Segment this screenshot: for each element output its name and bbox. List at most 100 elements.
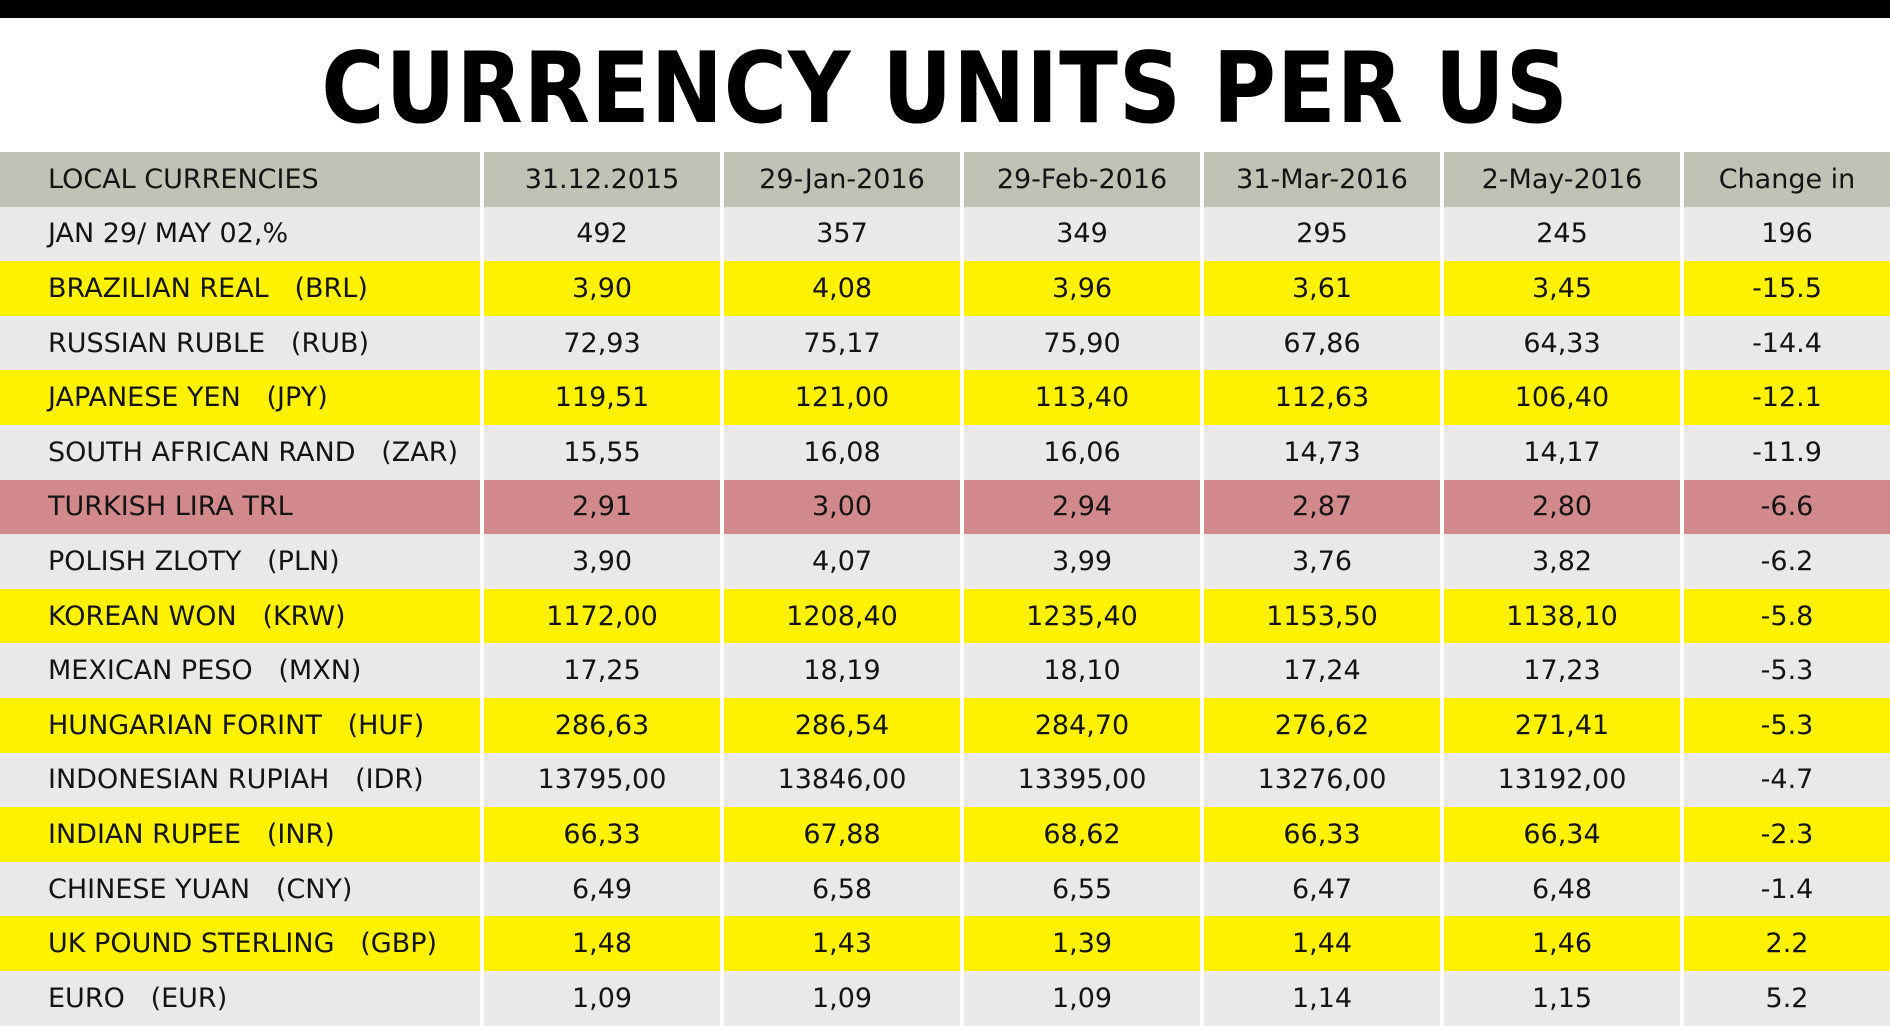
- value-cell: 17,25: [482, 643, 724, 698]
- column-header-label: LOCAL CURRENCIES: [0, 152, 484, 207]
- column-header: 29-Jan-2016: [722, 152, 964, 207]
- value-cell: 2,91: [482, 479, 724, 535]
- currency-table: LOCAL CURRENCIES 31.12.2015 29-Jan-2016 29-…: [0, 152, 1890, 1026]
- value-cell: 2,94: [962, 479, 1204, 535]
- value-cell: 284,70: [962, 697, 1204, 753]
- value-cell: 17,24: [1202, 643, 1444, 698]
- table-row: POLISH ZLOTY (PLN) 3,90 4,07 3,99 3,76 3,82 -6…: [0, 534, 1890, 589]
- change-cell: -5.3: [1682, 643, 1890, 698]
- value-cell: 16,08: [722, 424, 964, 480]
- change-cell: -6.2: [1682, 534, 1890, 589]
- value-cell: 75,90: [962, 315, 1204, 371]
- change-cell: 5.2: [1682, 970, 1890, 1026]
- row-label: BRAZILIAN REAL (BRL): [0, 261, 484, 316]
- value-cell: 276,62: [1202, 697, 1444, 753]
- row-label: RUSSIAN RUBLE (RUB): [0, 315, 484, 371]
- change-cell: -11.9: [1682, 424, 1890, 480]
- table-row: HUNGARIAN FORINT (HUF) 286,63 286,54 284,70…: [0, 697, 1890, 753]
- table-row: MEXICAN PESO (MXN) 17,25 18,19 18,10 17,24 17…: [0, 643, 1890, 698]
- value-cell: 349: [962, 206, 1204, 262]
- row-label: POLISH ZLOTY (PLN): [0, 534, 484, 589]
- column-header: 31-Mar-2016: [1202, 152, 1444, 207]
- value-cell: 1235,40: [962, 588, 1204, 644]
- value-cell: 1,39: [962, 916, 1204, 971]
- row-label: INDIAN RUPEE (INR): [0, 807, 484, 862]
- table-body: JAN 29/ MAY 02,% 492 357 349 295 245 196 BRAZIL…: [0, 206, 1890, 1026]
- value-cell: 1,46: [1442, 916, 1684, 971]
- column-header: 31.12.2015: [482, 152, 724, 207]
- value-cell: 67,86: [1202, 315, 1444, 371]
- table-row: EURO (EUR) 1,09 1,09 1,09 1,14 1,15 5.2: [0, 970, 1890, 1026]
- value-cell: 18,10: [962, 643, 1204, 698]
- value-cell: 16,06: [962, 424, 1204, 480]
- change-cell: -12.1: [1682, 370, 1890, 425]
- value-cell: 119,51: [482, 370, 724, 425]
- value-cell: 1153,50: [1202, 588, 1444, 644]
- row-label: UK POUND STERLING (GBP): [0, 916, 484, 971]
- value-cell: 1,48: [482, 916, 724, 971]
- value-cell: 1,14: [1202, 970, 1444, 1026]
- value-cell: 6,49: [482, 861, 724, 917]
- value-cell: 3,61: [1202, 261, 1444, 316]
- value-cell: 66,33: [482, 807, 724, 862]
- change-cell: -6.6: [1682, 479, 1890, 535]
- value-cell: 113,40: [962, 370, 1204, 425]
- value-cell: 3,45: [1442, 261, 1684, 316]
- value-cell: 72,93: [482, 315, 724, 371]
- change-cell: -14.4: [1682, 315, 1890, 371]
- value-cell: 6,58: [722, 861, 964, 917]
- change-cell: 196: [1682, 206, 1890, 262]
- table-row: INDONESIAN RUPIAH (IDR) 13795,00 13846,00 1…: [0, 752, 1890, 808]
- value-cell: 357: [722, 206, 964, 262]
- value-cell: 17,23: [1442, 643, 1684, 698]
- value-cell: 1208,40: [722, 588, 964, 644]
- change-cell: -4.7: [1682, 752, 1890, 808]
- value-cell: 4,07: [722, 534, 964, 589]
- column-header: 29-Feb-2016: [962, 152, 1204, 207]
- change-cell: -5.3: [1682, 697, 1890, 753]
- value-cell: 1,09: [722, 970, 964, 1026]
- table-row: CHINESE YUAN (CNY) 6,49 6,58 6,55 6,47 6,48 -1…: [0, 861, 1890, 917]
- table-row: INDIAN RUPEE (INR) 66,33 67,88 68,62 66,33 66…: [0, 807, 1890, 862]
- value-cell: 6,48: [1442, 861, 1684, 917]
- change-cell: -1.4: [1682, 861, 1890, 917]
- table-row: BRAZILIAN REAL (BRL) 3,90 4,08 3,96 3,61 3,45…: [0, 261, 1890, 316]
- value-cell: 13846,00: [722, 752, 964, 808]
- table-row: SOUTH AFRICAN RAND (ZAR) 15,55 16,08 16,06 1…: [0, 424, 1890, 480]
- change-cell: -15.5: [1682, 261, 1890, 316]
- value-cell: 245: [1442, 206, 1684, 262]
- row-label: JAN 29/ MAY 02,%: [0, 206, 484, 262]
- value-cell: 3,82: [1442, 534, 1684, 589]
- value-cell: 15,55: [482, 424, 724, 480]
- table-row: JAN 29/ MAY 02,% 492 357 349 295 245 196: [0, 206, 1890, 262]
- value-cell: 13192,00: [1442, 752, 1684, 808]
- value-cell: 1,43: [722, 916, 964, 971]
- value-cell: 13276,00: [1202, 752, 1444, 808]
- value-cell: 112,63: [1202, 370, 1444, 425]
- table-row: JAPANESE YEN (JPY) 119,51 121,00 113,40 112,…: [0, 370, 1890, 425]
- value-cell: 75,17: [722, 315, 964, 371]
- top-rule: [0, 0, 1890, 18]
- value-cell: 121,00: [722, 370, 964, 425]
- value-cell: 6,55: [962, 861, 1204, 917]
- value-cell: 3,96: [962, 261, 1204, 316]
- row-label: HUNGARIAN FORINT (HUF): [0, 697, 484, 753]
- value-cell: 3,99: [962, 534, 1204, 589]
- row-label: KOREAN WON (KRW): [0, 588, 484, 644]
- row-label: EURO (EUR): [0, 970, 484, 1026]
- value-cell: 18,19: [722, 643, 964, 698]
- table-row: RUSSIAN RUBLE (RUB) 72,93 75,17 75,90 67,86 6…: [0, 315, 1890, 371]
- value-cell: 66,34: [1442, 807, 1684, 862]
- value-cell: 492: [482, 206, 724, 262]
- value-cell: 286,63: [482, 697, 724, 753]
- table-row: KOREAN WON (KRW) 1172,00 1208,40 1235,40 115…: [0, 588, 1890, 644]
- value-cell: 68,62: [962, 807, 1204, 862]
- header-row: LOCAL CURRENCIES 31.12.2015 29-Jan-2016 29-…: [0, 152, 1890, 207]
- value-cell: 13395,00: [962, 752, 1204, 808]
- change-cell: 2.2: [1682, 916, 1890, 971]
- value-cell: 64,33: [1442, 315, 1684, 371]
- value-cell: 4,08: [722, 261, 964, 316]
- value-cell: 3,90: [482, 534, 724, 589]
- row-label: CHINESE YUAN (CNY): [0, 861, 484, 917]
- value-cell: 14,17: [1442, 424, 1684, 480]
